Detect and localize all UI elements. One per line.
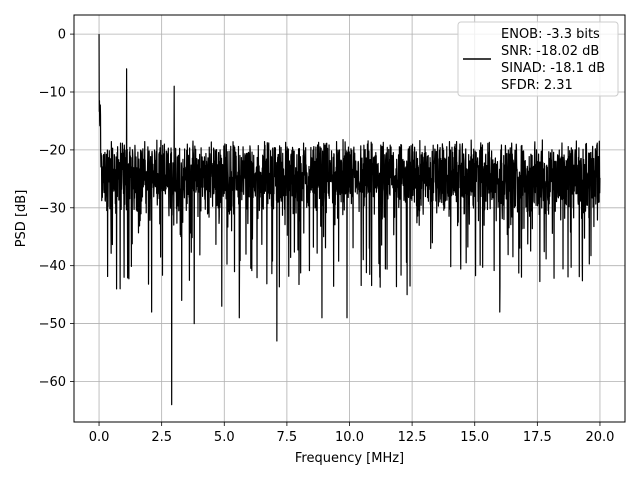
legend-entry-line: SINAD: -18.1 dB	[501, 61, 605, 76]
y-tick-label: −40	[39, 259, 66, 274]
y-tick-label: −30	[39, 201, 66, 216]
y-axis-label: PSD [dB]	[14, 190, 29, 248]
x-tick-label: 10.0	[335, 430, 364, 445]
legend: ENOB: -3.3 bits SNR: -18.02 dB SINAD: -18.…	[457, 21, 619, 97]
y-tick-label: 0	[58, 28, 66, 43]
x-tick-label: 5.0	[214, 430, 235, 445]
x-axis-label: Frequency [MHz]	[295, 451, 404, 466]
x-tick-label: 12.5	[398, 430, 427, 445]
x-tick-label: 15.0	[460, 430, 489, 445]
legend-entry-line: SFDR: 2.31	[501, 78, 573, 93]
x-tick-label: 17.5	[523, 430, 552, 445]
x-tick-label: 7.5	[277, 430, 298, 445]
x-tick-label: 0.0	[89, 430, 110, 445]
legend-entry-line: SNR: -18.02 dB	[501, 44, 599, 59]
y-axis: 0 −10 −20 −30 −40 −50 −60	[39, 28, 74, 390]
series-layer	[98, 34, 601, 406]
psd-series-line	[98, 34, 601, 406]
y-tick-label: −60	[39, 375, 66, 390]
y-tick-label: −20	[39, 143, 66, 158]
y-tick-label: −10	[39, 86, 66, 101]
x-tick-label: 20.0	[585, 430, 614, 445]
y-tick-label: −50	[39, 317, 66, 332]
x-axis: 0.0 2.5 5.0 7.5 10.0 12.5 15.0 17.5 20.0	[89, 422, 614, 445]
x-tick-label: 2.5	[151, 430, 172, 445]
legend-box	[457, 21, 619, 97]
legend-entry-line: ENOB: -3.3 bits	[501, 27, 600, 42]
